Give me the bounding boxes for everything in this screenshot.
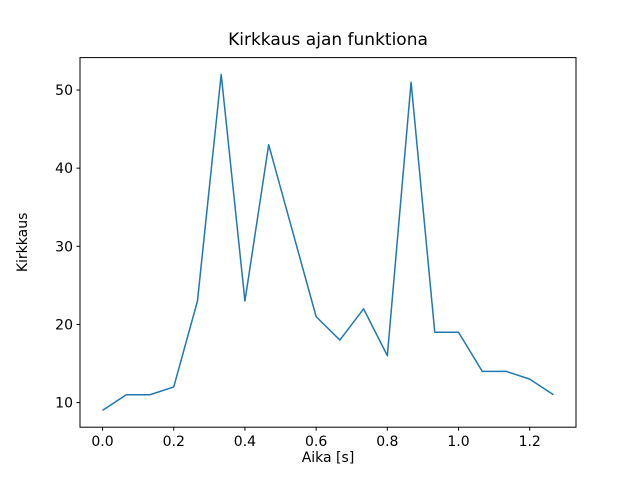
y-tick-label: 30 [55,239,73,255]
y-tick-label: 10 [55,396,73,412]
data-series [102,73,554,412]
x-tick-label: 0.0 [91,434,113,450]
brightness-line [102,73,554,412]
x-axis-ticks [102,427,531,431]
chart-title: Kirkkaus ajan funktiona [228,30,428,50]
axes-spines [79,57,577,428]
x-tick-label: 1.2 [519,434,541,450]
y-axis-label: Kirkkaus [15,213,31,273]
x-tick-label: 1.0 [447,434,469,450]
x-tick-label: 0.8 [376,434,398,450]
x-tick-label: 0.6 [305,434,327,450]
y-tick-label: 40 [55,161,73,177]
y-axis-ticks [76,89,80,404]
x-axis-label: Aika [s] [302,450,355,466]
y-tick-label: 20 [55,317,73,333]
x-tick-label: 0.2 [163,434,185,450]
x-tick-label: 0.4 [234,434,256,450]
y-axis-tick-labels: 10 20 30 40 50 [55,83,73,412]
y-tick-label: 50 [55,83,73,99]
x-axis-tick-labels: 0.0 0.2 0.4 0.6 0.8 1.0 1.2 [91,434,540,450]
